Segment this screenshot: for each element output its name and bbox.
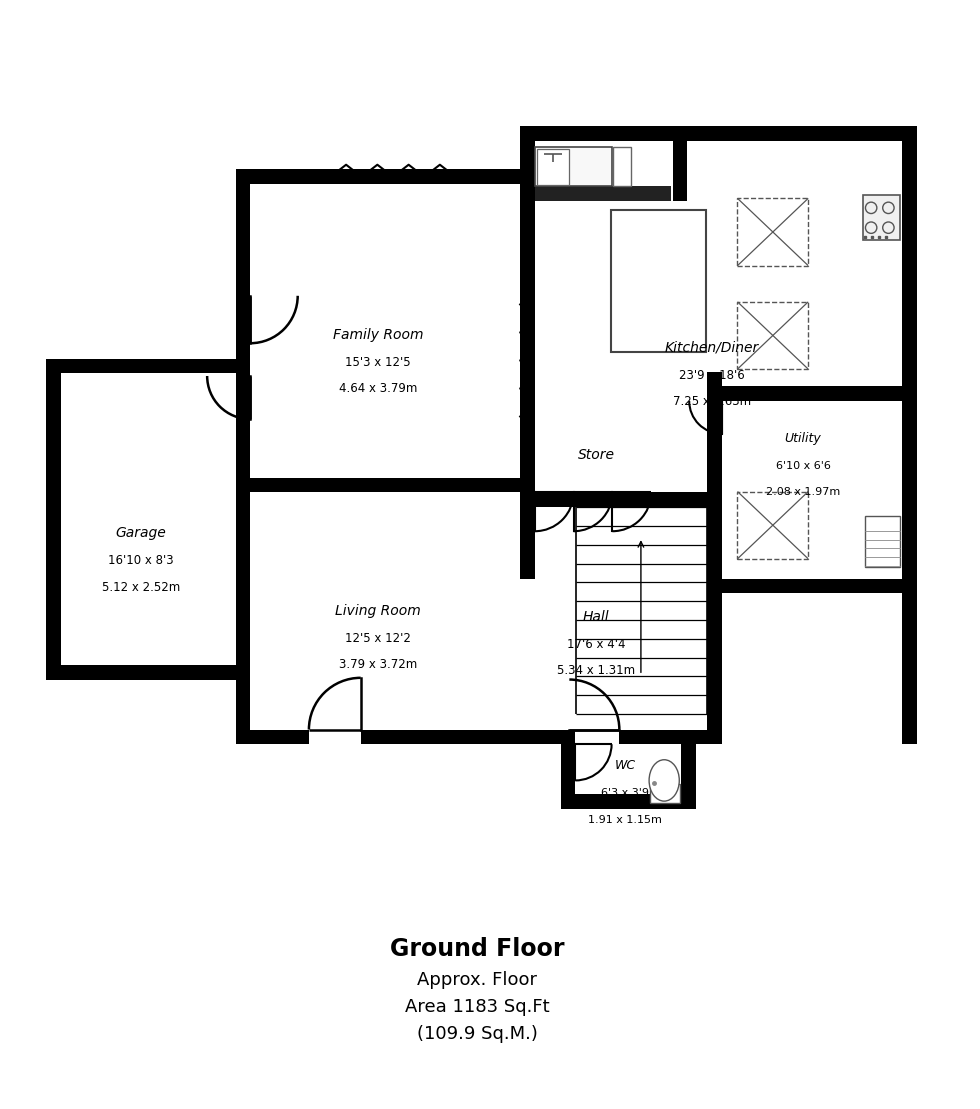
Text: 15'3 x 12'5: 15'3 x 12'5 <box>345 356 411 368</box>
Bar <box>738 199 808 266</box>
Bar <box>903 126 917 744</box>
Bar <box>611 210 706 352</box>
Bar <box>619 730 708 744</box>
Text: Kitchen/Diner: Kitchen/Diner <box>664 340 759 355</box>
Bar <box>361 730 520 744</box>
Bar <box>520 126 535 579</box>
Bar <box>738 302 808 369</box>
Text: 2.08 x 1.97m: 2.08 x 1.97m <box>766 488 840 498</box>
Text: 23'9 x 18'6: 23'9 x 18'6 <box>679 368 745 381</box>
Bar <box>235 169 535 184</box>
Bar <box>865 516 900 568</box>
Bar <box>650 784 680 803</box>
Text: Ground Floor: Ground Floor <box>390 937 564 962</box>
Text: 5.34 x 1.31m: 5.34 x 1.31m <box>557 664 635 678</box>
Bar <box>520 186 671 201</box>
Bar <box>235 169 250 744</box>
Text: 16'10 x 8'3: 16'10 x 8'3 <box>108 554 173 567</box>
Bar <box>520 730 569 744</box>
Bar <box>46 358 250 374</box>
Bar <box>613 147 630 186</box>
Bar <box>520 126 917 141</box>
Text: 3.79 x 3.72m: 3.79 x 3.72m <box>339 659 417 671</box>
Text: 7.25 x 5.63m: 7.25 x 5.63m <box>672 396 751 408</box>
Bar <box>235 342 250 374</box>
Bar <box>708 579 917 593</box>
Text: (109.9 Sq.M.): (109.9 Sq.M.) <box>416 1025 537 1042</box>
Text: 4.64 x 3.79m: 4.64 x 3.79m <box>339 383 417 396</box>
Bar <box>46 665 250 680</box>
Text: Approx. Floor: Approx. Floor <box>417 971 537 989</box>
Text: Family Room: Family Room <box>332 327 423 342</box>
Text: 17'6 x 4'4: 17'6 x 4'4 <box>566 638 625 651</box>
Text: Living Room: Living Room <box>335 603 420 618</box>
Text: 6'10 x 6'6: 6'10 x 6'6 <box>775 460 830 470</box>
Text: 12'5 x 12'2: 12'5 x 12'2 <box>345 632 411 644</box>
Bar <box>535 492 722 507</box>
Bar <box>235 730 309 744</box>
Text: 5.12 x 2.52m: 5.12 x 2.52m <box>102 581 180 593</box>
Bar <box>561 794 681 808</box>
Bar <box>673 126 688 201</box>
Bar <box>537 150 569 184</box>
Text: Garage: Garage <box>116 526 167 540</box>
Bar <box>708 372 722 579</box>
Bar <box>535 147 612 186</box>
Bar <box>235 478 535 492</box>
Bar <box>681 730 696 808</box>
Text: Store: Store <box>577 448 614 462</box>
Text: Area 1183 Sq.Ft: Area 1183 Sq.Ft <box>405 998 550 1016</box>
Text: Utility: Utility <box>785 431 821 445</box>
Bar <box>46 358 61 680</box>
Text: WC: WC <box>614 760 636 772</box>
Bar <box>708 579 722 744</box>
Bar <box>862 195 900 240</box>
Text: Hall: Hall <box>583 610 610 623</box>
Text: 1.91 x 1.15m: 1.91 x 1.15m <box>588 815 662 825</box>
Ellipse shape <box>649 760 679 801</box>
Bar <box>708 386 917 401</box>
Text: 6'3 x 3'9: 6'3 x 3'9 <box>602 788 650 798</box>
Bar <box>561 730 575 808</box>
Bar <box>738 491 808 559</box>
